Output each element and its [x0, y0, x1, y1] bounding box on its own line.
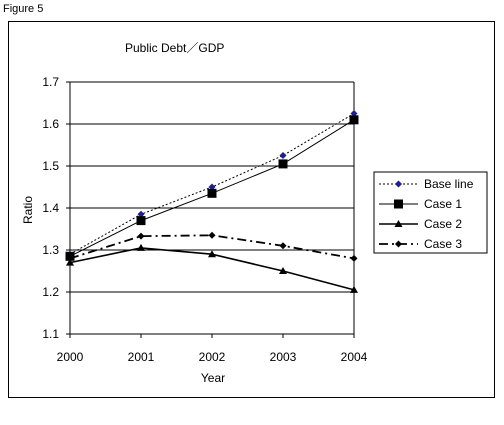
legend-label: Case 1 — [424, 197, 462, 211]
legend-marker — [394, 199, 403, 209]
legend-marker — [395, 180, 402, 188]
legend: Base line Case 1 Case 2 Case 3 — [373, 171, 488, 254]
x-tick-label: 2003 — [270, 350, 297, 364]
x-tick-label: 2000 — [57, 350, 84, 364]
data-point — [208, 250, 216, 258]
x-tick-label: 2004 — [341, 350, 368, 364]
data-point — [208, 231, 216, 239]
x-tick-labels: 2000 2001 2002 2003 2004 — [57, 350, 368, 364]
data-point — [279, 267, 287, 274]
legend-label: Base line — [424, 177, 474, 191]
data-point — [137, 232, 145, 240]
y-tick-label: 1.5 — [42, 159, 59, 173]
y-tick-label: 1.3 — [42, 243, 59, 257]
figure-label: Figure 5 — [3, 3, 44, 15]
y-tick-label: 1.2 — [42, 285, 59, 299]
legend-marker — [395, 240, 402, 248]
data-point — [137, 210, 145, 218]
x-tick-label: 2002 — [199, 350, 226, 364]
data-point — [349, 115, 359, 125]
x-tick-label: 2001 — [128, 350, 155, 364]
legend-label: Case 2 — [424, 217, 462, 231]
data-point — [350, 285, 358, 293]
data-point — [278, 159, 288, 169]
data-point — [279, 152, 287, 159]
chart-title: Public Debt／GDP — [125, 41, 224, 55]
data-point — [136, 216, 146, 226]
legend-box — [373, 171, 488, 254]
axes — [66, 81, 355, 338]
data-point — [66, 254, 74, 262]
chart-frame — [8, 21, 495, 398]
x-axis-label: Year — [201, 371, 225, 385]
legend-marker — [394, 220, 403, 227]
y-tick-label: 1.4 — [42, 201, 59, 215]
y-tick-label: 1.7 — [42, 75, 59, 89]
y-tick-labels: 1.1 1.2 1.3 1.4 1.5 1.6 1.7 — [42, 75, 59, 341]
data-point — [350, 254, 358, 262]
data-point — [350, 110, 358, 117]
data-point — [66, 258, 74, 266]
data-point — [207, 188, 217, 198]
y-axis-label: Ratio — [21, 196, 35, 224]
series-line — [69, 234, 355, 260]
data-point — [137, 243, 145, 251]
legend-label: Case 3 — [424, 237, 462, 251]
gridlines — [70, 81, 354, 293]
y-tick-label: 1.6 — [42, 117, 59, 131]
series-group — [65, 110, 359, 293]
data-point — [279, 242, 287, 250]
y-tick-label: 1.1 — [42, 327, 59, 341]
data-point — [208, 183, 216, 191]
